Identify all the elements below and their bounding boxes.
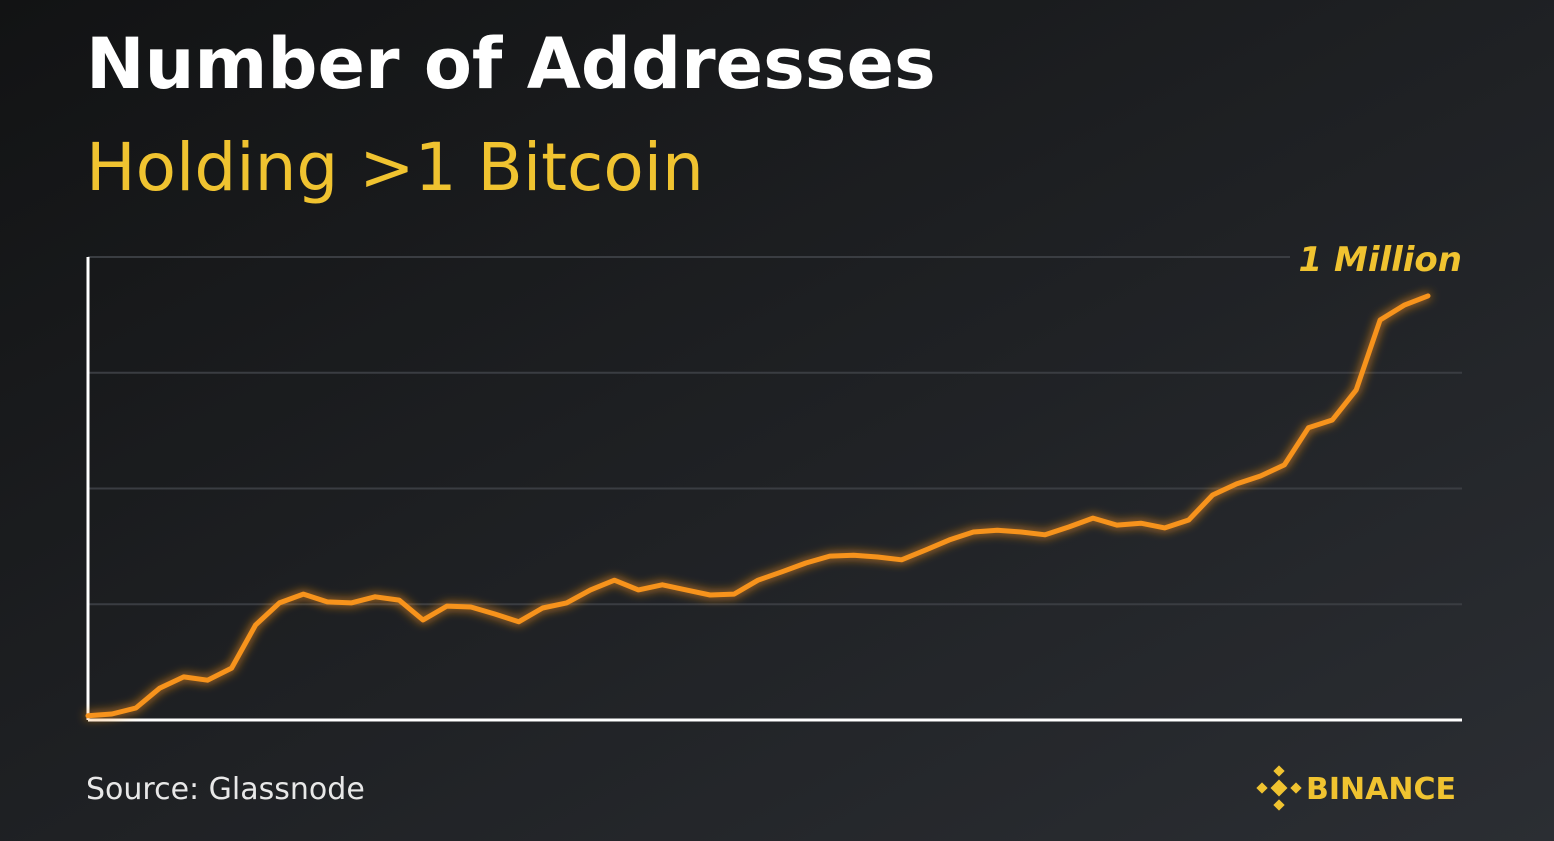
chart-subtitle: Holding >1 Bitcoin <box>86 129 704 206</box>
data-line <box>85 293 1431 719</box>
chart-title: Number of Addresses <box>86 23 936 105</box>
source: Source: Glassnode <box>86 772 365 807</box>
annotation: 1 Million <box>1298 240 1462 280</box>
brand: BINANCE <box>1306 772 1456 807</box>
